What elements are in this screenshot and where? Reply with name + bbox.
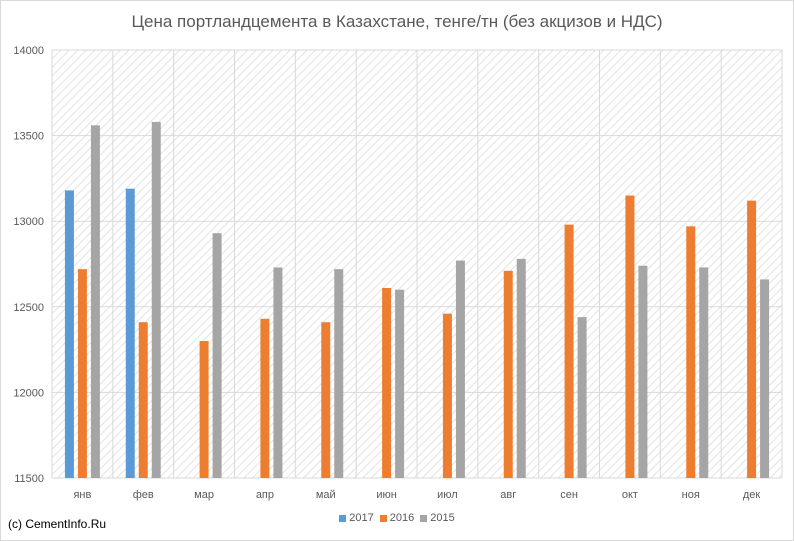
x-tick-label: ноя bbox=[682, 489, 700, 501]
bar-2016-авг bbox=[503, 270, 513, 478]
x-tick-label: апр bbox=[256, 489, 274, 501]
x-tick-label: июн bbox=[376, 489, 396, 501]
bar-2015-сен bbox=[577, 317, 587, 478]
bar-2017-фев bbox=[125, 188, 135, 478]
y-tick-label: 13000 bbox=[13, 216, 44, 228]
legend: 2017 2016 2015 bbox=[0, 512, 794, 525]
legend-swatch bbox=[339, 514, 347, 522]
bar-2015-апр bbox=[273, 267, 283, 478]
bar-2016-ноя bbox=[686, 226, 696, 478]
legend-item: 2017 bbox=[339, 512, 374, 524]
bar-2015-май bbox=[334, 269, 344, 478]
y-tick-label: 12500 bbox=[13, 302, 44, 314]
bar-2015-авг bbox=[516, 258, 526, 478]
x-tick-label: мар bbox=[194, 489, 214, 501]
bar-2015-июл bbox=[455, 260, 465, 478]
y-tick-label: 12000 bbox=[13, 387, 44, 399]
bar-2015-янв bbox=[90, 125, 100, 478]
x-tick-label: янв bbox=[73, 489, 91, 501]
bar-2015-фев bbox=[151, 121, 161, 479]
x-tick-label: сен bbox=[560, 489, 578, 501]
bar-2015-мар bbox=[212, 233, 222, 478]
bar-2016-май bbox=[321, 322, 331, 478]
bar-2015-ноя bbox=[699, 267, 709, 478]
bar-2016-июл bbox=[442, 313, 452, 478]
x-tick-label: июл bbox=[437, 489, 458, 501]
legend-item: 2016 bbox=[379, 512, 415, 524]
credit-text: (c) CementInfo.Ru bbox=[8, 517, 107, 531]
bar-2017-янв bbox=[64, 190, 74, 478]
x-tick-label: фев bbox=[133, 489, 154, 501]
legend-label: 2015 bbox=[430, 512, 455, 524]
x-tick-label: авг bbox=[500, 489, 516, 501]
bar-2016-апр bbox=[260, 318, 270, 478]
bar-2015-окт bbox=[638, 265, 648, 478]
y-tick-label: 11500 bbox=[14, 473, 44, 485]
y-tick-label: 14000 bbox=[13, 45, 44, 57]
bar-2016-янв bbox=[77, 269, 87, 478]
bar-2015-дек bbox=[760, 279, 770, 478]
legend-swatch bbox=[379, 514, 387, 522]
bar-2016-мар bbox=[199, 341, 209, 478]
x-tick-label: май bbox=[316, 489, 336, 501]
bar-2016-окт bbox=[625, 195, 635, 478]
x-tick-label: дек bbox=[743, 489, 761, 501]
legend-label: 2017 bbox=[349, 512, 374, 524]
bar-2016-дек bbox=[747, 200, 757, 478]
legend-item: 2015 bbox=[420, 512, 455, 524]
bar-2016-июн bbox=[382, 287, 392, 478]
legend-swatch bbox=[420, 514, 428, 522]
bar-2016-сен bbox=[564, 224, 574, 478]
y-tick-label: 13500 bbox=[13, 131, 44, 143]
x-tick-label: окт bbox=[622, 489, 638, 501]
legend-label: 2016 bbox=[389, 512, 415, 524]
bar-2015-июн bbox=[395, 289, 405, 478]
chart-title: Цена портландцемента в Казахстане, тенге… bbox=[131, 12, 663, 31]
bar-2016-фев bbox=[138, 322, 148, 478]
